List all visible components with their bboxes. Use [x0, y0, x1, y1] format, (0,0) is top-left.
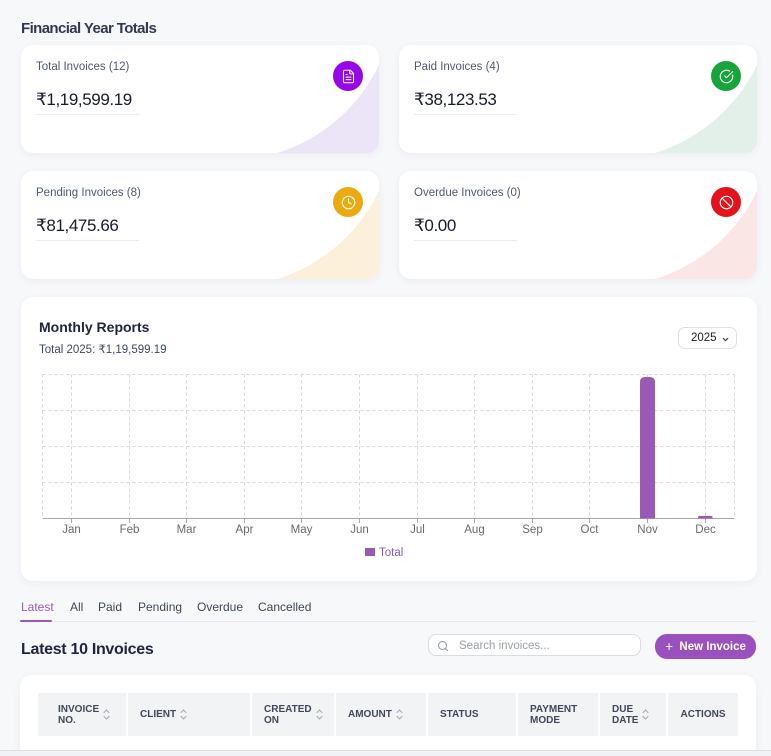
svg-text:Jan: Jan — [62, 524, 81, 536]
svg-text:Aug: Aug — [464, 524, 484, 536]
svg-text:Apr: Apr — [236, 524, 254, 536]
svg-text:Dec: Dec — [695, 524, 716, 536]
svg-text:Nov: Nov — [637, 524, 658, 536]
svg-text:Total: Total — [379, 547, 403, 557]
svg-text:Mar: Mar — [177, 524, 197, 536]
svg-text:Jul: Jul — [410, 524, 425, 536]
svg-text:May: May — [291, 524, 313, 536]
svg-text:Oct: Oct — [581, 524, 600, 536]
svg-text:Jun: Jun — [350, 524, 369, 536]
svg-text:Feb: Feb — [120, 524, 140, 536]
svg-text:Sep: Sep — [522, 524, 542, 536]
